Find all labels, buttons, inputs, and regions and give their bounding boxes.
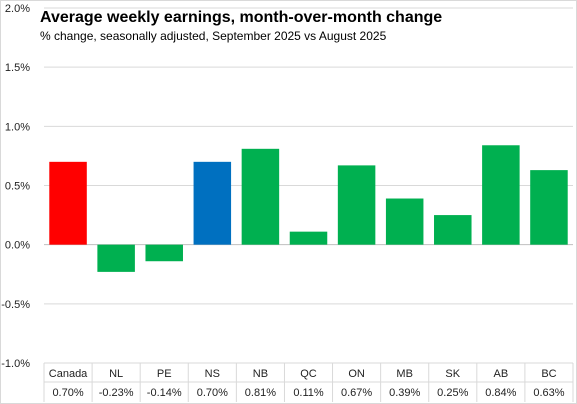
y-tick-label: 1.0% <box>5 121 30 133</box>
value-label: 0.84% <box>485 387 516 399</box>
data-table: Canada 0.70% NL -0.23% PE -0.14% NS 0.70% NB 0.81… <box>43 362 574 402</box>
bar-qc <box>289 231 328 245</box>
category-label: AB <box>494 368 509 380</box>
category-label: MB <box>396 368 413 380</box>
bars <box>49 145 568 272</box>
chart-subtitle: % change, seasonally adjusted, September… <box>40 29 387 43</box>
value-label: 0.81% <box>245 387 276 399</box>
y-tick-label: 0.0% <box>5 240 30 252</box>
value-label: 0.11% <box>293 387 324 399</box>
category-label: NB <box>253 368 268 380</box>
category-label: ON <box>348 368 365 380</box>
bar-pe <box>145 244 183 262</box>
bar-nl <box>97 244 135 272</box>
bar-ns <box>193 161 232 245</box>
value-label: 0.70% <box>52 387 83 399</box>
value-label: 0.39% <box>389 387 420 399</box>
bar-on <box>337 165 376 245</box>
y-axis-ticks: -1.0% -0.5% 0.0% 0.5% 1.0% 1.5% 2.0% <box>1 3 30 370</box>
value-label: 0.70% <box>197 387 228 399</box>
y-tick-label: 2.0% <box>5 3 30 15</box>
y-tick-label: 1.5% <box>5 62 30 74</box>
category-label: SK <box>445 368 460 380</box>
y-tick-label: 0.5% <box>5 181 30 193</box>
value-label: -0.14% <box>147 387 182 399</box>
bar-bc <box>530 170 568 245</box>
category-label: NS <box>205 368 220 380</box>
bar-ab <box>482 145 520 245</box>
chart-title: Average weekly earnings, month-over-mont… <box>40 9 443 26</box>
category-label: Canada <box>49 368 88 380</box>
value-label: -0.23% <box>99 387 134 399</box>
value-label: 0.67% <box>341 387 372 399</box>
bar-sk <box>434 215 472 245</box>
bar-mb <box>385 198 424 245</box>
category-label: BC <box>541 368 556 380</box>
category-label: PE <box>157 368 172 380</box>
y-tick-label: -0.5% <box>1 299 30 311</box>
category-label: QC <box>300 368 317 380</box>
category-label: NL <box>109 368 123 380</box>
bar-canada <box>49 161 87 245</box>
y-tick-label: -1.0% <box>1 358 30 370</box>
bar-nb <box>241 148 280 245</box>
value-label: 0.63% <box>533 387 564 399</box>
value-label: 0.25% <box>437 387 468 399</box>
